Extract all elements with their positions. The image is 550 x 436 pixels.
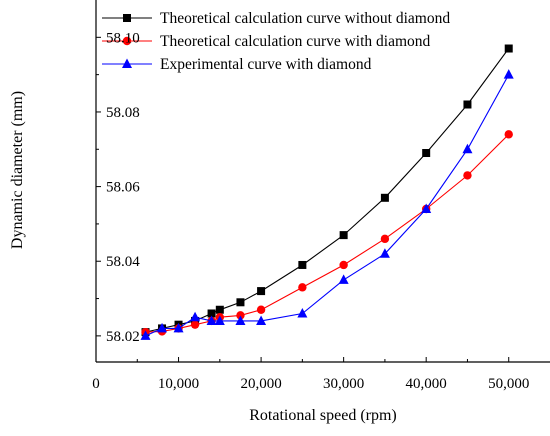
y-tick-label: 58.08 (106, 105, 140, 121)
y-axis-label: Dynamic diameter (mm) (9, 91, 26, 249)
legend-item: Theoretical calculation curve without di… (102, 10, 450, 27)
legend-marker (122, 58, 132, 68)
legend-label: Theoretical calculation curve without di… (160, 10, 450, 27)
series-point (173, 322, 184, 333)
x-axis-label: Rotational speed (rpm) (249, 407, 397, 424)
legend-item: Theoretical calculation curve with diamo… (102, 33, 431, 50)
series-line (145, 48, 510, 333)
series-point (190, 311, 201, 322)
x-tick-label: 50,000 (488, 376, 529, 392)
legend-label: Theoretical calculation curve with diamo… (160, 33, 431, 50)
series-point (298, 260, 307, 269)
series-point (256, 305, 266, 314)
x-tick-label: 10,000 (158, 376, 199, 392)
legend: Theoretical calculation curve without di… (102, 10, 450, 73)
series-point (214, 315, 225, 325)
series-point (256, 315, 267, 325)
x-tick-label: 30,000 (323, 376, 364, 392)
series-point (140, 330, 151, 340)
series-point (339, 231, 348, 240)
series-point (338, 274, 349, 284)
series-point (380, 234, 390, 244)
series-point (339, 260, 348, 270)
series-point (257, 287, 266, 296)
series-point (462, 143, 473, 154)
legend-label: Experimental curve with diamond (160, 56, 372, 73)
x-tick-label: 20,000 (240, 376, 281, 392)
y-tick-label: 58.06 (106, 180, 140, 196)
series-2 (141, 130, 513, 337)
legend-item: Experimental curve with diamond (102, 56, 372, 73)
legend-marker (123, 14, 131, 22)
axes: 0 10,000 20,000 30,000 40,000 50,000 58.02 58.0… (92, 0, 550, 392)
series-point (421, 203, 432, 213)
series-point (236, 311, 245, 320)
series-point (235, 315, 246, 325)
series-point (380, 193, 389, 202)
y-tick-label: 58.04 (106, 254, 140, 270)
x-tick-label: 0 (92, 376, 100, 392)
series-point (379, 248, 390, 258)
y-tick-label: 58.10 (106, 30, 140, 46)
series-point (298, 283, 307, 292)
series-3 (140, 69, 514, 340)
x-tick-label: 40,000 (406, 376, 447, 392)
series-point (236, 298, 245, 307)
series-point (207, 309, 216, 318)
series-point (190, 320, 200, 329)
series-point (463, 100, 472, 109)
series-line (145, 134, 510, 333)
series-line (145, 74, 510, 337)
series-point (297, 307, 308, 318)
series-layer (140, 44, 514, 340)
series-point (504, 130, 513, 139)
series-point (504, 44, 513, 53)
series-point (157, 322, 168, 333)
series-point (206, 315, 217, 325)
legend-marker (122, 36, 132, 46)
y-tick-label: 58.02 (106, 329, 140, 345)
series-point (215, 305, 224, 314)
series-point (463, 171, 472, 180)
series-point (422, 149, 431, 158)
series-point (503, 69, 514, 79)
series-1 (141, 44, 513, 337)
